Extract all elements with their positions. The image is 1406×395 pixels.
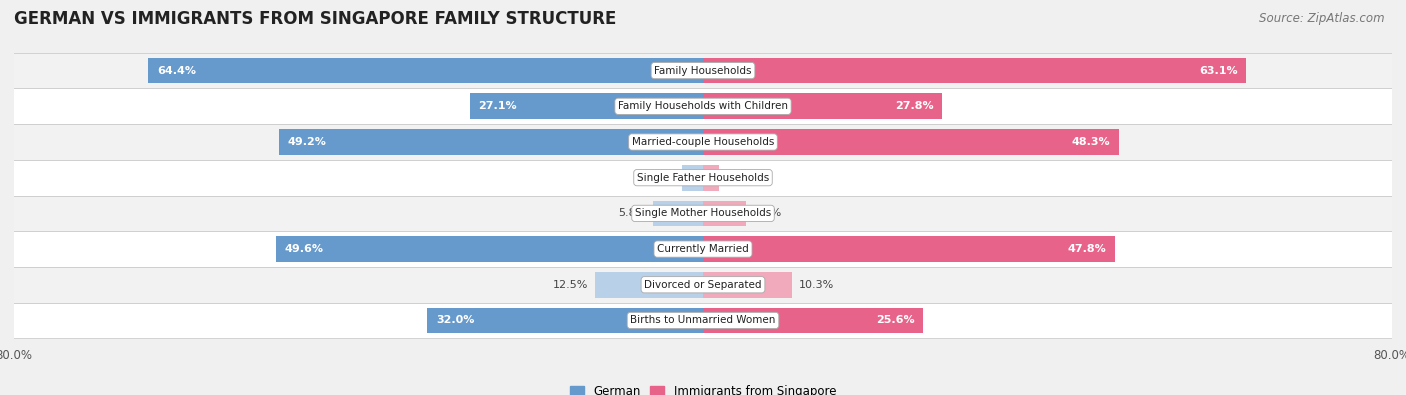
Bar (280, 129, 703, 155)
FancyBboxPatch shape (6, 53, 1400, 88)
Text: 47.8%: 47.8% (1067, 244, 1107, 254)
FancyBboxPatch shape (6, 267, 1400, 303)
Text: 27.1%: 27.1% (478, 101, 517, 111)
Text: Divorced or Separated: Divorced or Separated (644, 280, 762, 290)
Legend: German, Immigrants from Singapore: German, Immigrants from Singapore (565, 380, 841, 395)
Text: 10.3%: 10.3% (799, 280, 834, 290)
Bar (427, 308, 703, 333)
FancyBboxPatch shape (6, 88, 1400, 124)
Text: 49.2%: 49.2% (288, 137, 326, 147)
Text: Single Mother Households: Single Mother Households (636, 209, 770, 218)
Text: Single Father Households: Single Father Households (637, 173, 769, 182)
Bar (149, 58, 703, 83)
Text: Currently Married: Currently Married (657, 244, 749, 254)
Bar (703, 129, 1119, 155)
Text: 32.0%: 32.0% (436, 316, 474, 325)
Text: Married-couple Households: Married-couple Households (631, 137, 775, 147)
Bar (703, 272, 792, 297)
Text: 5.0%: 5.0% (754, 209, 782, 218)
Text: 48.3%: 48.3% (1071, 137, 1111, 147)
Bar (652, 201, 703, 226)
Text: 1.9%: 1.9% (727, 173, 755, 182)
Text: 25.6%: 25.6% (876, 316, 915, 325)
Text: 27.8%: 27.8% (896, 101, 934, 111)
Text: 63.1%: 63.1% (1199, 66, 1237, 75)
Bar (682, 165, 703, 190)
Text: 64.4%: 64.4% (157, 66, 195, 75)
FancyBboxPatch shape (6, 160, 1400, 196)
Text: Family Households with Children: Family Households with Children (619, 101, 787, 111)
Bar (703, 201, 747, 226)
Text: GERMAN VS IMMIGRANTS FROM SINGAPORE FAMILY STRUCTURE: GERMAN VS IMMIGRANTS FROM SINGAPORE FAMI… (14, 10, 616, 28)
Text: Source: ZipAtlas.com: Source: ZipAtlas.com (1260, 12, 1385, 25)
FancyBboxPatch shape (6, 124, 1400, 160)
Text: 5.8%: 5.8% (617, 209, 647, 218)
Bar (703, 236, 1115, 262)
Text: 12.5%: 12.5% (553, 280, 589, 290)
FancyBboxPatch shape (6, 196, 1400, 231)
FancyBboxPatch shape (6, 303, 1400, 338)
Bar (470, 94, 703, 119)
Text: 49.6%: 49.6% (284, 244, 323, 254)
Text: Births to Unmarried Women: Births to Unmarried Women (630, 316, 776, 325)
Bar (595, 272, 703, 297)
FancyBboxPatch shape (6, 231, 1400, 267)
Bar (703, 165, 720, 190)
Text: 2.4%: 2.4% (647, 173, 675, 182)
Bar (276, 236, 703, 262)
Text: Family Households: Family Households (654, 66, 752, 75)
Bar (703, 94, 942, 119)
Bar (703, 58, 1246, 83)
Bar (703, 308, 924, 333)
